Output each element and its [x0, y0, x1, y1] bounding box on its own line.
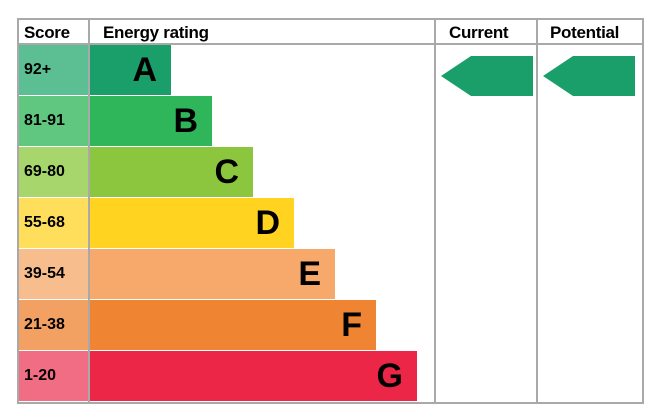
- band-bar-a: [89, 45, 171, 95]
- band-letter-d: D: [255, 204, 280, 242]
- top-border: [17, 18, 644, 20]
- right-border: [642, 20, 644, 404]
- current-header: Current: [449, 23, 509, 42]
- band-score-e: 39-54: [17, 249, 89, 299]
- band-bar-c: [89, 147, 253, 197]
- band-letter-a: A: [132, 51, 157, 89]
- current-rating-label: 92 A: [479, 107, 517, 124]
- current-divider: [536, 20, 538, 404]
- band-score-d: 55-68: [17, 198, 89, 248]
- band-score-g: 1-20: [17, 351, 89, 401]
- band-bar-e: [89, 249, 335, 299]
- energy-rating-header: Energy rating: [103, 23, 209, 42]
- potential-rating-arrow: 92 A: [543, 56, 635, 96]
- bottom-border: [17, 402, 644, 404]
- header-divider: [17, 43, 644, 45]
- band-letter-f: F: [341, 306, 362, 344]
- band-score-c: 69-80: [17, 147, 89, 197]
- band-letter-c: C: [214, 153, 239, 191]
- band-score-b: 81-91: [17, 96, 89, 146]
- band-letter-e: E: [298, 255, 321, 293]
- band-bar-g: [89, 351, 417, 401]
- band-score-a: 92+: [17, 45, 89, 95]
- left-border: [17, 20, 19, 404]
- current-rating-arrow: 92 A: [441, 56, 533, 96]
- score-header: Score: [24, 23, 70, 42]
- band-letter-b: B: [173, 102, 198, 140]
- potential-header: Potential: [550, 23, 620, 42]
- band-bar-f: [89, 300, 376, 350]
- score-divider: [88, 20, 90, 404]
- band-letter-g: G: [376, 357, 403, 395]
- rating-divider: [434, 20, 436, 404]
- band-bar-d: [89, 198, 294, 248]
- band-score-f: 21-38: [17, 300, 89, 350]
- band-bar-b: [89, 96, 212, 146]
- potential-rating-label: 92 A: [581, 107, 619, 124]
